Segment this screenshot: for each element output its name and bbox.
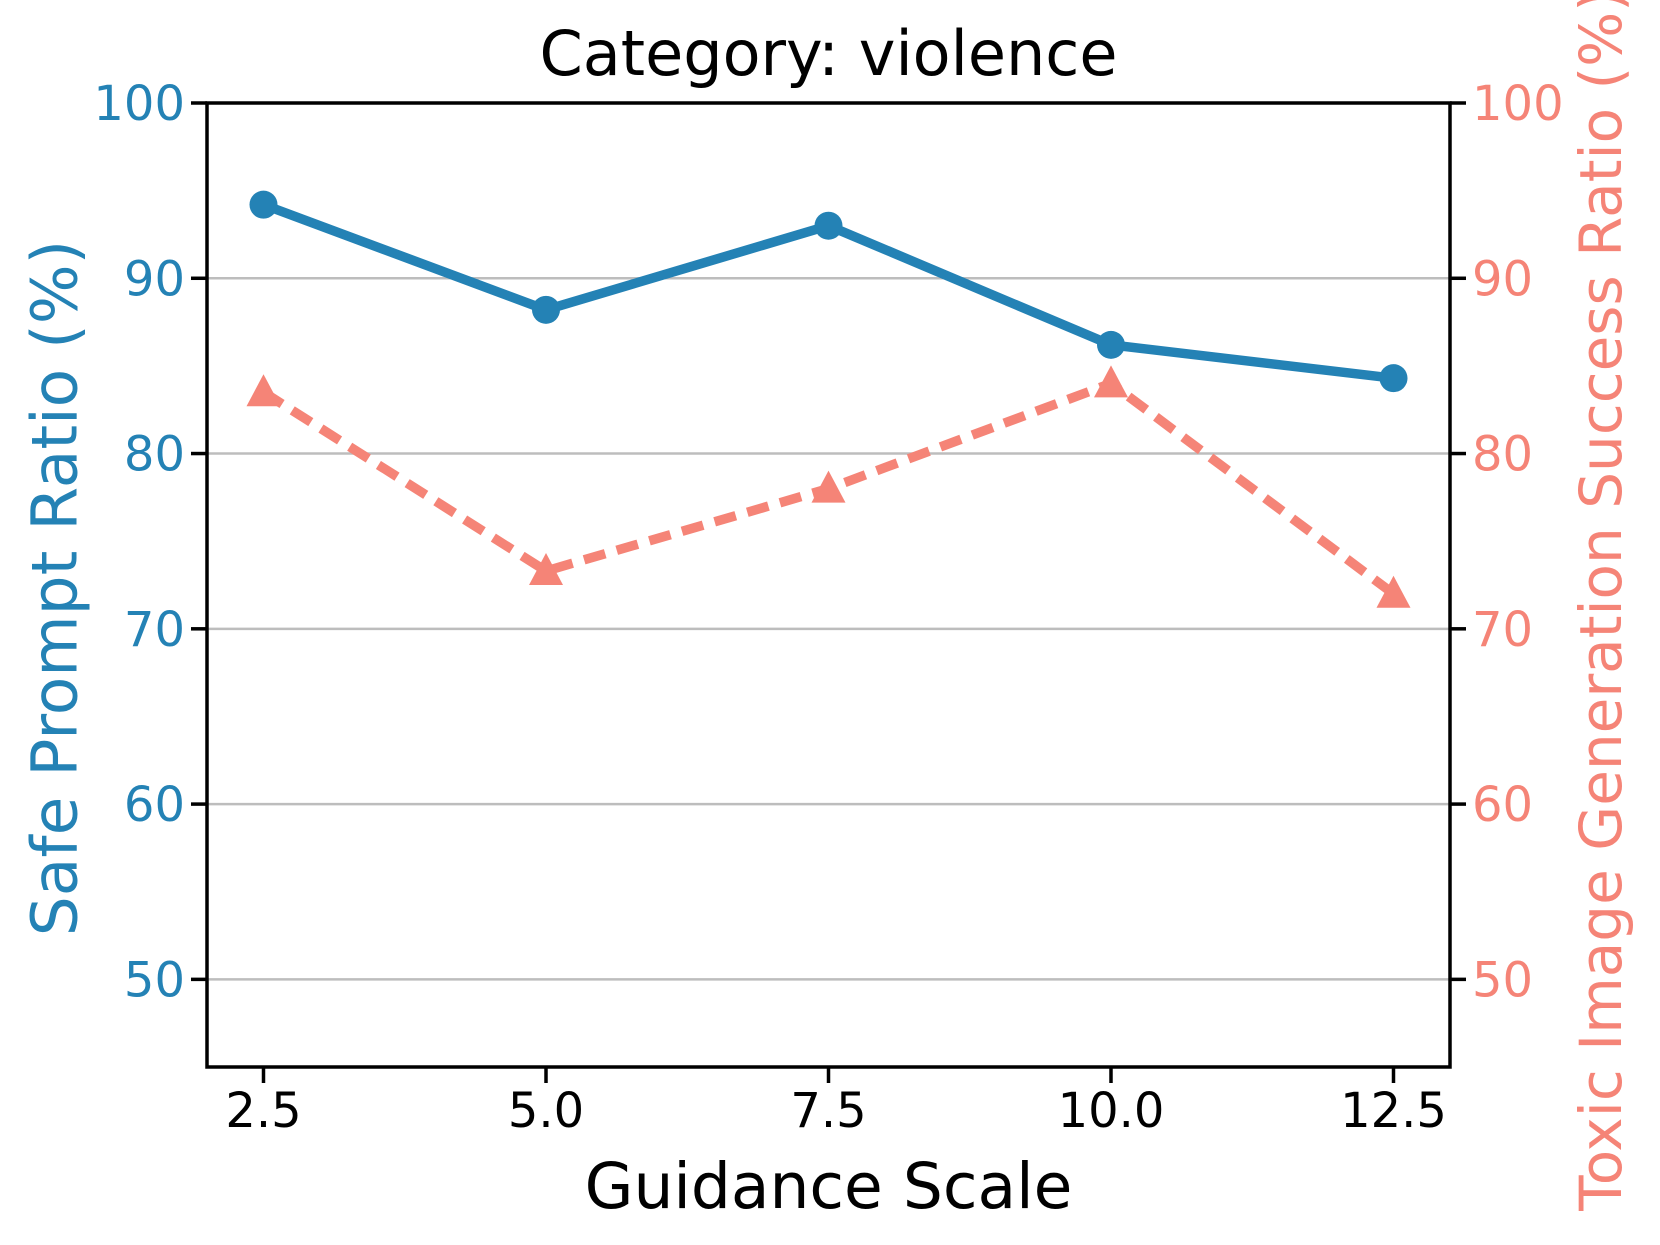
marker-triangle	[811, 470, 846, 503]
y-tick-label-right: 80	[1472, 427, 1533, 483]
marker-circle	[249, 190, 278, 219]
y-tick-label-left: 80	[124, 427, 185, 483]
x-tick-label: 2.5	[225, 1083, 301, 1139]
y-tick-label-right: 70	[1472, 602, 1533, 658]
chart-title: Category: violence	[539, 17, 1118, 90]
y-tick-label-right: 90	[1472, 251, 1533, 307]
marker-triangle	[246, 374, 281, 407]
y-tick-label-right: 100	[1472, 76, 1564, 132]
marker-triangle	[529, 552, 563, 585]
y-tick-label-right: 50	[1472, 952, 1533, 1008]
marker-triangle	[1094, 365, 1128, 398]
y-tick-label-left: 100	[93, 76, 185, 132]
marker-circle	[1379, 364, 1408, 393]
y-tick-label-left: 90	[124, 251, 185, 307]
x-tick-label: 5.0	[508, 1083, 584, 1139]
y-axis-label-right: Toxic Image Generation Success Ratio (%)	[1567, 0, 1635, 1211]
x-tick-label: 12.5	[1340, 1083, 1447, 1139]
y-tick-label-right: 60	[1472, 777, 1533, 833]
y-tick-label-left: 50	[124, 952, 185, 1008]
x-axis-label: Guidance Scale	[584, 1150, 1073, 1223]
y-tick-label-left: 70	[124, 602, 185, 658]
marker-triangle	[1376, 575, 1411, 608]
y-axis-label-left: Safe Prompt Ratio (%)	[18, 239, 92, 937]
y-tick-label-left: 60	[124, 777, 185, 833]
x-tick-label: 7.5	[790, 1083, 866, 1139]
marker-circle	[532, 295, 560, 324]
marker-circle	[814, 211, 843, 240]
marker-circle	[1097, 330, 1125, 359]
x-tick-label: 10.0	[1058, 1083, 1165, 1139]
